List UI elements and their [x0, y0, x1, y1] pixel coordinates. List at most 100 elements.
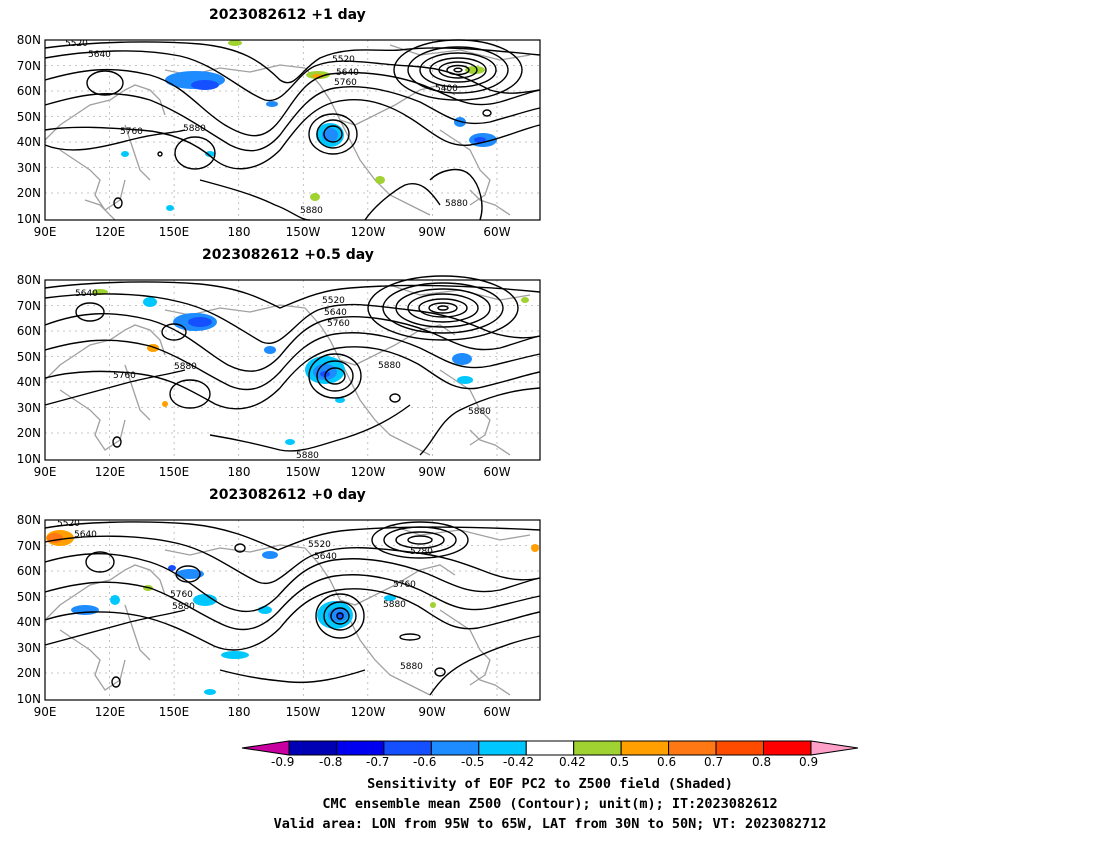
svg-text:180: 180 [228, 465, 251, 479]
colorbar-label: 0.6 [657, 755, 677, 769]
svg-text:10N: 10N [17, 212, 41, 226]
colorbar-cell [763, 740, 812, 756]
contour-label: 5880 [296, 451, 319, 461]
coastlines [44, 524, 531, 696]
svg-text:120W: 120W [351, 465, 386, 479]
svg-text:120W: 120W [351, 705, 386, 719]
svg-text:120E: 120E [95, 465, 126, 479]
contour-label: 5760 [120, 127, 143, 137]
svg-text:30N: 30N [17, 401, 41, 415]
contour-labels: 5520 5640 5520 5640 5760 5400 5760 5880 … [65, 39, 468, 216]
svg-text:20N: 20N [17, 426, 41, 440]
colorbar-cell [288, 740, 337, 756]
colorbar-cell [573, 740, 622, 756]
svg-text:30N: 30N [17, 641, 41, 655]
svg-text:60W: 60W [483, 705, 510, 719]
plot-frame [44, 39, 541, 221]
svg-text:50N: 50N [17, 350, 41, 364]
contour-label: 5880 [300, 206, 323, 216]
svg-text:60N: 60N [17, 84, 41, 98]
contour-label: 5520 [308, 540, 331, 550]
svg-text:60N: 60N [17, 324, 41, 338]
contour-label: 5880 [174, 362, 197, 372]
svg-text:70N: 70N [17, 59, 41, 73]
colorbar-label: 0.9 [799, 755, 819, 769]
contour-label: 5640 [75, 289, 98, 299]
svg-text:90W: 90W [418, 465, 445, 479]
svg-text:80N: 80N [17, 33, 41, 47]
contour-labels: 5520 5640 5520 5640 5280 5760 5880 5760 … [57, 519, 433, 672]
svg-text:120W: 120W [351, 225, 386, 239]
caption-line: Valid area: LON from 95W to 65W, LAT fro… [273, 816, 827, 832]
colorbar-label: 0.8 [752, 755, 772, 769]
svg-text:90W: 90W [418, 705, 445, 719]
plot-frame [44, 519, 541, 701]
grid-lines [45, 40, 540, 220]
svg-text:40N: 40N [17, 375, 41, 389]
svg-text:150W: 150W [286, 225, 321, 239]
map-panel: 5520 5640 5520 5640 5760 5400 5760 5880 … [17, 33, 541, 239]
contour-label: 5640 [74, 530, 97, 540]
contour-label: 5640 [314, 552, 337, 562]
colorbar-label: -0.8 [319, 755, 343, 769]
svg-text:150W: 150W [286, 705, 321, 719]
contour-label: 5880 [468, 407, 491, 417]
lat-axis: 80N 70N 60N 50N 40N 30N 20N 10N [17, 33, 41, 226]
svg-text:90E: 90E [34, 705, 57, 719]
contour-label: 5520 [322, 296, 345, 306]
contour-label: 5880 [172, 602, 195, 612]
svg-text:30N: 30N [17, 161, 41, 175]
svg-text:180: 180 [228, 705, 251, 719]
svg-text:150E: 150E [159, 225, 190, 239]
colorbar-label: -0.5 [461, 755, 485, 769]
panel-title: 2023082612 +1 day [209, 7, 366, 23]
svg-text:120E: 120E [95, 705, 126, 719]
z500-contours [44, 39, 541, 221]
svg-text:20N: 20N [17, 186, 41, 200]
svg-text:150E: 150E [159, 465, 190, 479]
lat-axis: 80N 70N 60N 50N 40N 30N 20N 10N [17, 273, 41, 466]
contour-label: 5880 [378, 361, 401, 371]
panel-title: 2023082612 +0 day [209, 487, 366, 503]
svg-text:50N: 50N [17, 590, 41, 604]
svg-text:150W: 150W [286, 465, 321, 479]
svg-text:80N: 80N [17, 273, 41, 287]
panel-title: 2023082612 +0.5 day [202, 247, 374, 263]
plot-frame [44, 279, 541, 461]
colorbar-label: -0.7 [366, 755, 390, 769]
z500-contours [44, 275, 541, 456]
svg-text:40N: 40N [17, 615, 41, 629]
colorbar-label: 0.5 [610, 755, 630, 769]
colorbar-cell [335, 740, 385, 756]
coastlines [44, 284, 531, 456]
colorbar-cell [525, 740, 575, 756]
colorbar-cell [478, 740, 527, 756]
svg-text:120E: 120E [95, 225, 126, 239]
svg-text:60W: 60W [483, 465, 510, 479]
colorbar-cell [668, 740, 717, 756]
svg-text:90W: 90W [418, 225, 445, 239]
lon-axis: 90E 120E 150E 180 150W 120W 90W 60W [34, 225, 511, 239]
contour-label: 5880 [445, 199, 468, 209]
svg-text:70N: 70N [17, 539, 41, 553]
svg-text:10N: 10N [17, 692, 41, 706]
z500-contours [44, 521, 541, 696]
contour-label: 5640 [88, 50, 111, 60]
contour-label: 5880 [400, 662, 423, 672]
svg-text:150E: 150E [159, 705, 190, 719]
colorbar-cell [383, 740, 432, 756]
colorbar-cell [430, 740, 480, 756]
caption-line: CMC ensemble mean Z500 (Contour); unit(m… [322, 796, 778, 812]
contour-label: 5880 [183, 124, 206, 134]
svg-text:40N: 40N [17, 135, 41, 149]
map-panel: 5640 5520 5640 5760 5760 5880 5880 5880 … [17, 273, 541, 479]
contour-label: 5520 [65, 39, 88, 49]
colorbar-label: -0.6 [413, 755, 437, 769]
svg-text:60W: 60W [483, 225, 510, 239]
contour-label: 5520 [57, 519, 80, 529]
contour-label: 5640 [336, 68, 359, 78]
colorbar-label: -0.9 [271, 755, 295, 769]
colorbar-cell [715, 740, 764, 756]
contour-label: 5760 [170, 590, 193, 600]
caption-line: Sensitivity of EOF PC2 to Z500 field (Sh… [367, 776, 733, 792]
